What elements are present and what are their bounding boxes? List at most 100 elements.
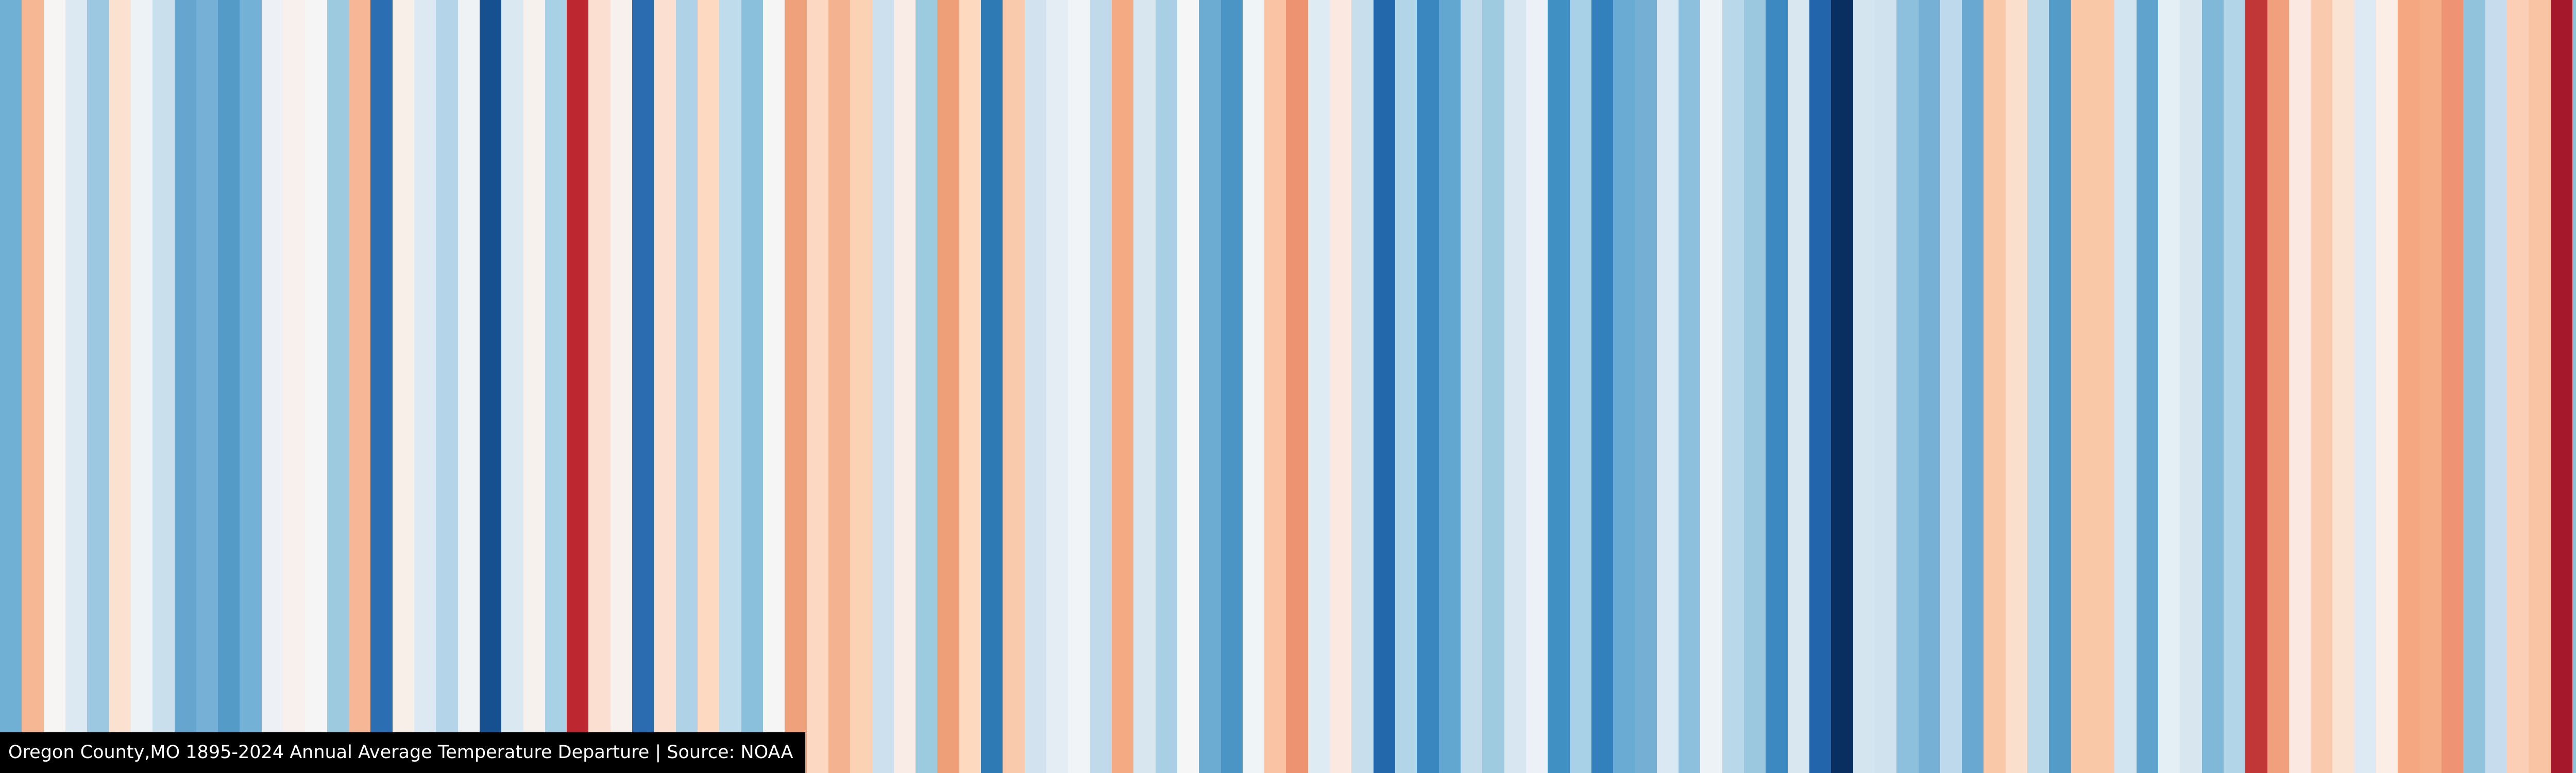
stripe-1975 [1744,0,1766,773]
stripe-1985 [1962,0,1984,773]
stripe-1929 [741,0,763,773]
stripe-1920 [545,0,567,773]
stripe-1895 [0,0,22,773]
stripe-1916 [457,0,480,773]
stripe-1913 [392,0,414,773]
stripe-1955 [1308,0,1330,773]
stripe-2005 [2398,0,2420,773]
stripe-1917 [479,0,502,773]
stripe-1992 [2114,0,2137,773]
stripe-1952 [1242,0,1265,773]
stripe-1971 [1656,0,1679,773]
stripe-1991 [2093,0,2115,773]
stripe-1962 [1460,0,1483,773]
stripe-1965 [1526,0,1548,773]
stripe-1914 [414,0,436,773]
stripe-1940 [981,0,1003,773]
stripe-1926 [675,0,698,773]
stripe-2010 [2506,0,2529,773]
stripe-1957 [1351,0,1374,773]
stripe-1984 [1940,0,1962,773]
stripe-1972 [1679,0,1701,773]
stripe-1999 [2267,0,2289,773]
stripe-2006 [2419,0,2442,773]
chart-caption: Oregon County,MO 1895-2024 Annual Averag… [0,732,806,773]
stripe-1947 [1133,0,1156,773]
stripe-1939 [959,0,981,773]
stripe-1979 [1831,0,1853,773]
stripe-2013 [2572,0,2576,773]
stripe-2012 [2550,0,2572,773]
stripe-2007 [2442,0,2464,773]
stripe-1938 [937,0,959,773]
stripe-1931 [785,0,807,773]
stripe-1994 [2158,0,2180,773]
stripe-1900 [109,0,131,773]
stripe-1950 [1199,0,1221,773]
stripe-1935 [872,0,894,773]
stripe-2001 [2311,0,2333,773]
stripe-1919 [523,0,545,773]
stripe-1953 [1264,0,1286,773]
stripe-1936 [893,0,916,773]
stripe-1918 [501,0,523,773]
stripe-1905 [218,0,240,773]
stripe-1980 [1853,0,1875,773]
stripe-1988 [2027,0,2049,773]
stripe-2004 [2376,0,2398,773]
stripe-2008 [2463,0,2485,773]
stripe-1930 [762,0,785,773]
stripe-1910 [327,0,349,773]
stripe-1904 [196,0,218,773]
stripe-1982 [1896,0,1919,773]
stripe-1976 [1766,0,1788,773]
stripe-1912 [370,0,393,773]
stripe-1901 [130,0,153,773]
stripe-1946 [1111,0,1134,773]
stripe-1925 [654,0,676,773]
stripe-2000 [2289,0,2311,773]
stripe-1967 [1569,0,1591,773]
stripe-2003 [2354,0,2377,773]
stripe-1998 [2245,0,2267,773]
stripe-1906 [240,0,262,773]
stripe-1923 [610,0,633,773]
stripe-1993 [2136,0,2158,773]
stripe-1943 [1046,0,1069,773]
stripe-1909 [305,0,327,773]
stripe-1960 [1417,0,1439,773]
stripe-1961 [1438,0,1461,773]
stripe-1915 [436,0,458,773]
stripe-1897 [43,0,65,773]
stripe-1968 [1591,0,1614,773]
stripe-1902 [152,0,175,773]
stripe-1973 [1700,0,1722,773]
stripe-1959 [1395,0,1417,773]
stripe-1974 [1722,0,1744,773]
stripe-1997 [2223,0,2246,773]
stripe-1924 [632,0,654,773]
stripe-1990 [2071,0,2093,773]
stripe-1996 [2201,0,2224,773]
stripe-1951 [1221,0,1243,773]
stripe-1969 [1613,0,1635,773]
stripe-2002 [2332,0,2354,773]
stripe-1986 [1984,0,2006,773]
stripe-1942 [1024,0,1046,773]
stripe-1907 [261,0,284,773]
stripe-1937 [916,0,938,773]
stripe-1949 [1177,0,1199,773]
stripe-1995 [2180,0,2202,773]
stripe-2009 [2485,0,2507,773]
stripe-1941 [1003,0,1025,773]
stripe-1954 [1286,0,1308,773]
stripe-1928 [719,0,741,773]
stripe-1922 [588,0,611,773]
stripe-1908 [283,0,306,773]
stripe-1896 [22,0,44,773]
stripe-1899 [87,0,109,773]
stripe-1958 [1373,0,1395,773]
stripe-1944 [1068,0,1090,773]
stripe-1989 [2049,0,2071,773]
